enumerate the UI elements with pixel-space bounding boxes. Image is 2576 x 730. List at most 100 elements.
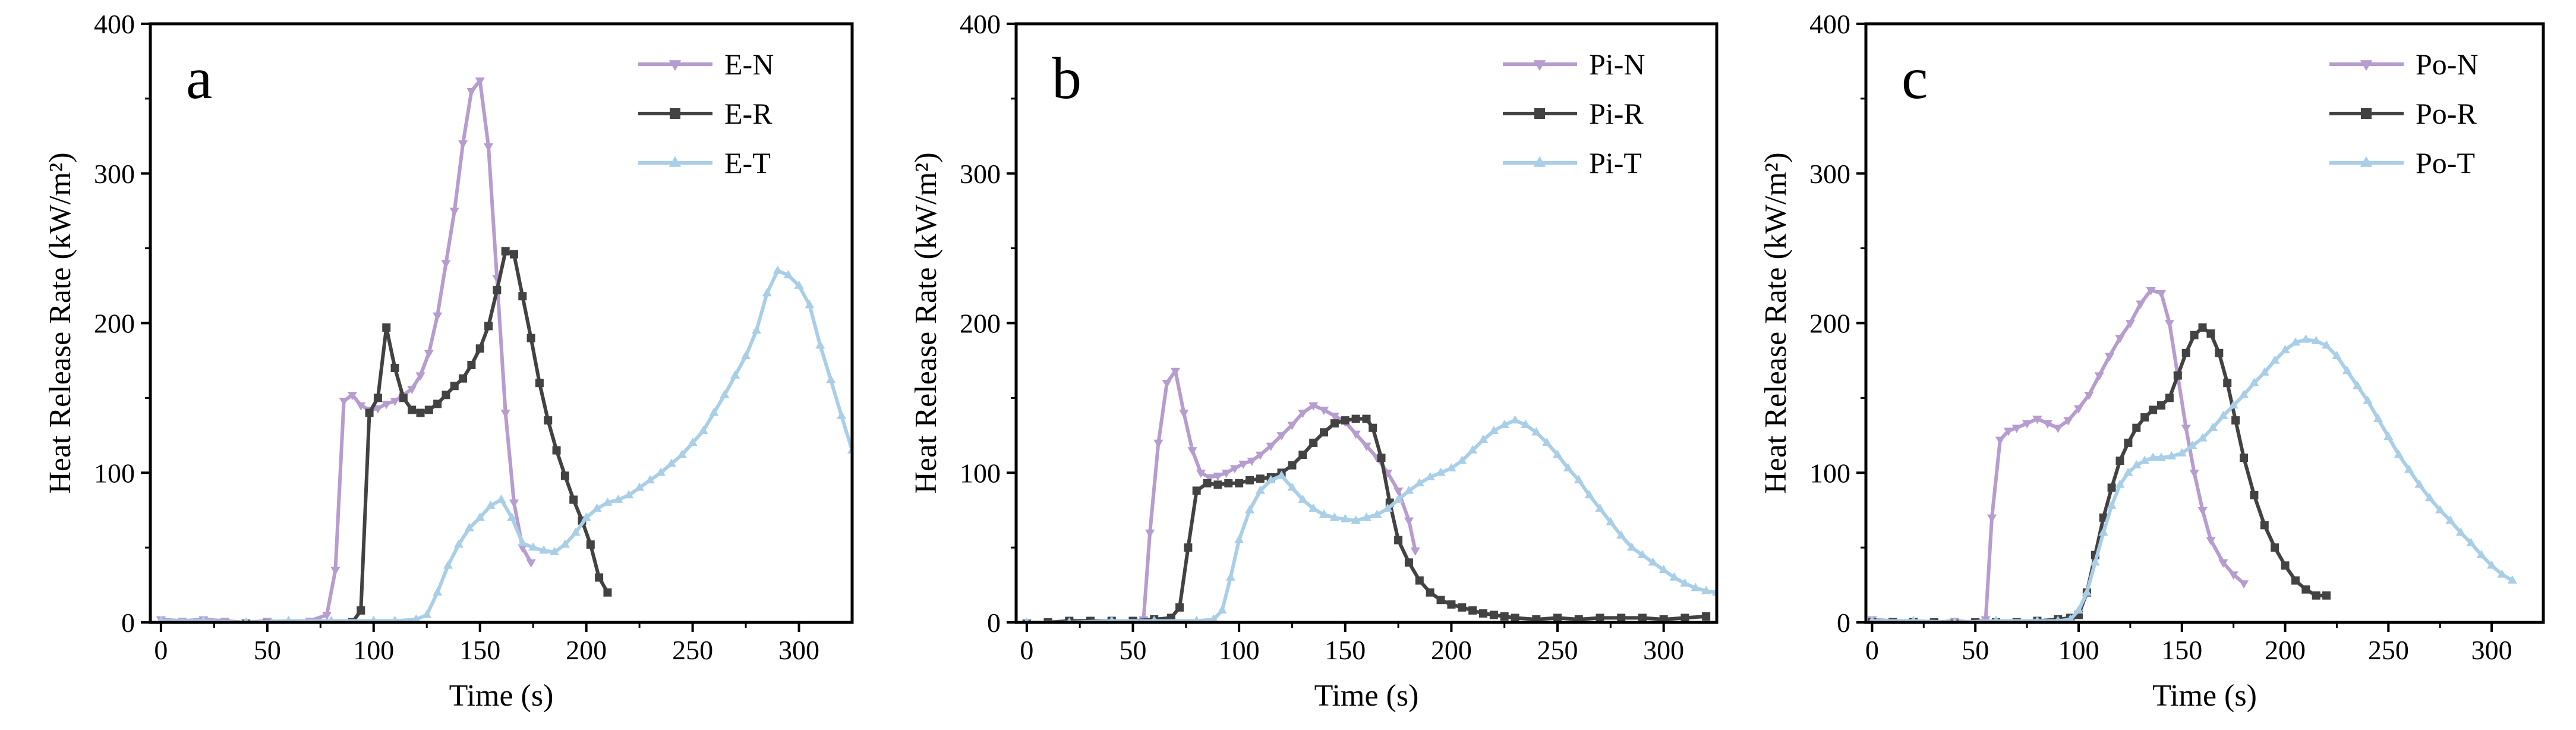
data-point-Po-N-20 [2115, 335, 2125, 344]
legend-item-E-N: E-N [638, 48, 774, 81]
data-point-Pi-T-42 [1595, 503, 1605, 512]
data-point-E-N-25 [466, 88, 477, 97]
data-point-E-N-15 [381, 401, 392, 410]
data-point-Pi-T-36 [1531, 427, 1541, 436]
data-point-E-N-23 [449, 207, 459, 216]
series-line-Pi-N [1024, 369, 1417, 622]
data-point-Po-R-22 [2165, 394, 2174, 402]
data-point-Pi-R-11 [1203, 479, 1212, 487]
y-tick-label: 400 [960, 9, 1001, 39]
y-tick-label: 200 [94, 309, 135, 339]
data-point-E-T-36 [720, 389, 730, 398]
data-point-E-T-42 [783, 270, 793, 279]
data-point-Po-N-31 [2218, 559, 2228, 568]
data-point-Pi-R-8 [1175, 603, 1184, 612]
data-point-Pi-R-27 [1369, 423, 1377, 432]
data-point-Po-T-49 [2487, 560, 2497, 569]
x-tick-label: 100 [2058, 635, 2099, 665]
y-axis-title: Heat Release Rate (kW/m²) [1759, 152, 1793, 493]
data-point-E-T-43 [794, 280, 804, 289]
data-point-Pi-T-49 [1669, 572, 1679, 581]
data-point-Po-R-23 [2173, 371, 2182, 380]
legend-label: E-T [724, 146, 771, 180]
data-point-Po-T-41 [2404, 464, 2414, 473]
data-point-E-T-6 [391, 615, 399, 622]
data-point-Pi-T-50 [1680, 578, 1690, 587]
x-tick-label: 100 [353, 635, 394, 665]
data-point-E-T-27 [624, 490, 634, 499]
data-point-Pi-R-25 [1351, 414, 1360, 423]
data-point-Po-T-15 [2140, 455, 2150, 464]
data-point-Pi-N-21 [1266, 442, 1276, 451]
y-tick-label: 300 [94, 159, 135, 189]
data-point-Po-T-7 [2073, 605, 2084, 614]
x-tick-label: 300 [1643, 635, 1684, 665]
data-point-Pi-N-30 [1361, 442, 1371, 451]
data-point-Po-T-20 [2187, 440, 2197, 449]
data-point-Pi-R-22 [1320, 428, 1329, 437]
data-point-E-T-10 [443, 560, 453, 569]
data-point-Pi-N-20 [1255, 451, 1265, 460]
data-point-Pi-T-24 [1404, 485, 1414, 494]
data-point-Pi-N-16 [1221, 470, 1231, 478]
plot-area [1021, 367, 1717, 622]
data-point-Pi-T-22 [1383, 503, 1393, 512]
data-point-Po-T-13 [2123, 467, 2133, 476]
data-point-Pi-R-36 [1458, 603, 1467, 612]
data-point-E-T-4 [327, 615, 335, 622]
series-Pi-T [1023, 415, 1717, 622]
data-point-E-T-46 [826, 375, 836, 383]
legend-item-Po-R: Po-R [2329, 97, 2477, 130]
data-point-Po-T-8 [2082, 587, 2092, 596]
data-point-Pi-T-8 [1234, 534, 1244, 543]
data-point-Pi-T-31 [1478, 435, 1489, 443]
data-point-Po-R-34 [2271, 543, 2279, 552]
legend-label: Po-T [2416, 146, 2475, 180]
data-point-Po-T-50 [2497, 569, 2507, 578]
legend-label: Pi-T [1589, 146, 1642, 180]
panel-b: 0 50 100 150 200 250 300 0 100 200 300 400 Time (s) H… [909, 9, 1719, 713]
data-point-E-T-11 [453, 539, 464, 548]
data-point-E-T-14 [485, 500, 496, 509]
data-point-E-T-39 [751, 325, 762, 334]
data-point-Pi-R-14 [1235, 479, 1244, 487]
legend-label: Pi-N [1589, 48, 1645, 81]
data-point-Pi-T-15 [1309, 503, 1319, 512]
data-point-Po-N-18 [2094, 372, 2104, 381]
data-point-Po-T-5 [2054, 615, 2062, 622]
legend-label: Po-N [2416, 48, 2479, 81]
data-point-Pi-N-34 [1404, 517, 1414, 526]
data-point-Po-R-27 [2206, 329, 2215, 338]
data-point-Po-T-4 [2033, 615, 2041, 622]
legend-marker [669, 156, 682, 167]
data-point-E-R-23 [467, 360, 476, 369]
data-point-Po-T-26 [2249, 377, 2259, 386]
data-point-Po-T-48 [2476, 549, 2486, 558]
data-point-E-R-17 [416, 408, 425, 417]
data-point-Po-T-43 [2424, 493, 2435, 502]
data-point-Pi-N-25 [1309, 402, 1319, 411]
data-point-Po-R-39 [2322, 591, 2331, 600]
data-point-Po-T-34 [2332, 351, 2342, 360]
x-tick-label: 100 [1219, 635, 1260, 665]
x-tick-label: 250 [1537, 635, 1578, 665]
data-point-Pi-R-49 [1680, 613, 1689, 622]
data-point-Po-T-21 [2197, 433, 2208, 442]
data-point-Po-T-29 [2280, 345, 2290, 354]
data-point-E-T-15 [496, 494, 506, 503]
data-point-Pi-N-10 [1170, 367, 1181, 376]
x-tick-label: 50 [254, 635, 281, 665]
data-point-Po-T-42 [2414, 479, 2424, 488]
data-point-Po-N-33 [2238, 580, 2249, 589]
data-point-E-N-29 [500, 410, 510, 419]
data-point-E-N-10 [339, 398, 349, 407]
legend-label: E-N [724, 48, 774, 81]
data-point-E-T-5 [370, 615, 378, 622]
data-point-Pi-N-17 [1229, 465, 1240, 474]
data-point-Pi-R-16 [1256, 474, 1265, 483]
legend-marker [1533, 156, 1546, 167]
data-point-Pi-T-11 [1266, 475, 1276, 484]
data-point-Pi-R-24 [1341, 416, 1350, 425]
data-point-E-N-27 [483, 143, 494, 152]
